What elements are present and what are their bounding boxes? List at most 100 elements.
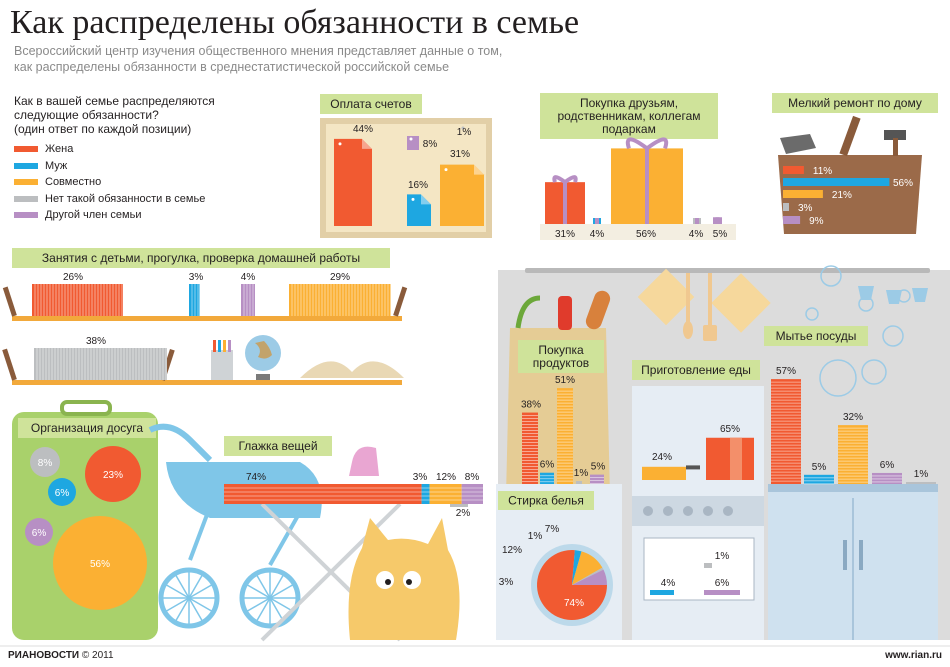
brand-ria: РИА (8, 650, 30, 661)
greens (515, 295, 541, 329)
legend-item-together: Совместно (14, 174, 205, 191)
bills-doc-pin (409, 137, 413, 141)
gifts-value-label: 4% (590, 229, 605, 240)
leisure-value-label: 6% (55, 488, 70, 499)
ironing-segment-1-fill (421, 484, 430, 504)
cooking-value-label: 1% (715, 551, 730, 562)
stove-knob (663, 506, 673, 516)
wheel-spoke (247, 584, 293, 612)
groceries-bar-4 (590, 474, 604, 485)
leisure-bubble-0 (30, 447, 60, 477)
groceries-bar-3 (576, 481, 582, 484)
ironing-value-label: 12% (436, 472, 456, 483)
cooking-title-bg (632, 360, 760, 380)
cooking-pan (642, 466, 686, 480)
hanging-cup (858, 286, 874, 300)
leisure-value-label: 6% (32, 528, 47, 539)
children-value-label: 26% (63, 272, 83, 283)
groceries-value-label: 1% (574, 468, 589, 479)
bills-doc-none (461, 126, 465, 130)
shelf-bottom (12, 380, 402, 385)
dishes-value-label: 57% (776, 366, 796, 377)
bills-doc-pin (338, 142, 342, 146)
laundry-slice-3 (572, 567, 604, 585)
groceries-value-label: 38% (521, 400, 541, 411)
spatula (703, 325, 717, 341)
legend-label: Другой член семьи (45, 209, 142, 222)
pencil (213, 340, 216, 352)
ironing-value-label: 8% (465, 472, 480, 483)
page-title: Как распределены обязанности в семье (10, 4, 580, 41)
leisure-bubble-4 (53, 516, 147, 610)
bills-doc-pin (444, 168, 448, 172)
spatula-handle (708, 273, 712, 335)
utensil-rail (525, 268, 930, 273)
legend-item-none: Нет такой обязанности в семье (14, 191, 205, 208)
gifts-title-text: подаркам (602, 122, 656, 136)
open-book-icon (300, 361, 404, 378)
hanging-cup (912, 288, 928, 302)
bills-value-label: 16% (408, 180, 428, 191)
book-end (2, 348, 17, 381)
bills-doc-fold (474, 164, 484, 175)
floor-strip (0, 640, 950, 667)
gifts-title-bg (540, 93, 718, 139)
cabinet-knob (859, 540, 863, 570)
gift-ribbon (715, 217, 720, 224)
ironing-title-bg (224, 436, 332, 456)
survey-question: Как в вашей семье распределяются следующ… (14, 94, 224, 136)
stroller-frame (268, 511, 302, 566)
gifts-value-label: 4% (689, 229, 704, 240)
bills-title-text: Оплата счетов (330, 97, 411, 111)
legend-item-wife: Жена (14, 141, 205, 158)
bills-doc-0 (334, 138, 372, 226)
gift-ribbon (595, 218, 599, 224)
gifts-title-text: родственникам, коллегам (557, 109, 700, 123)
dishes-stack-0-fill (771, 379, 801, 484)
bills-value-label: 31% (450, 149, 470, 160)
repair-bar-3 (783, 203, 789, 211)
stroller-hood (148, 423, 213, 463)
laundry-value-label: 7% (545, 524, 560, 535)
baguette (585, 290, 611, 330)
stroller-wheel (158, 567, 220, 629)
children-books-0 (32, 284, 123, 316)
children-title-text: Занятия с детьми, прогулка, проверка дом… (42, 251, 360, 265)
legend-swatch (14, 195, 38, 202)
bills-doc-other (407, 136, 419, 150)
dishes-stack-0 (771, 379, 801, 484)
stroller-frame (188, 511, 210, 561)
repair-value-label: 11% (813, 166, 832, 177)
dishes-stack-1-fill (804, 474, 834, 484)
dishes-stack-2 (838, 425, 868, 484)
leisure-bubble-2 (48, 478, 76, 506)
pencil-cup (211, 350, 233, 380)
ironing-value-label: 3% (413, 472, 428, 483)
hanging-cup (886, 290, 902, 304)
legend-label: Совместно (45, 176, 102, 189)
wheel-spoke (166, 584, 212, 612)
stroller-wheel (239, 567, 301, 629)
children-value-label: 38% (86, 336, 106, 347)
legend-item-other: Другой член семьи (14, 207, 205, 224)
children-books-0-fill (32, 284, 123, 316)
gift-ribbon (563, 182, 567, 224)
leisure-value-label: 23% (103, 470, 123, 481)
groceries-bar-0 (522, 412, 538, 484)
soap-bubble (861, 359, 887, 385)
bottle (558, 296, 572, 330)
dishes-stack-3 (872, 472, 902, 484)
legend-swatch (14, 212, 38, 219)
legend-item-husband: Муж (14, 158, 205, 175)
repair-value-label: 9% (809, 216, 824, 227)
brand-novosti: НОВОСТИ (29, 650, 80, 661)
bills-title-bg (320, 94, 422, 114)
repair-title-text: Мелкий ремонт по дому (788, 96, 922, 110)
repair-value-label: 56% (893, 178, 913, 189)
pencil (223, 340, 226, 352)
groceries-value-label: 6% (540, 460, 555, 471)
ironing-segment-0 (224, 484, 422, 504)
pan-handle (686, 465, 700, 470)
cat-pupil (406, 579, 412, 585)
